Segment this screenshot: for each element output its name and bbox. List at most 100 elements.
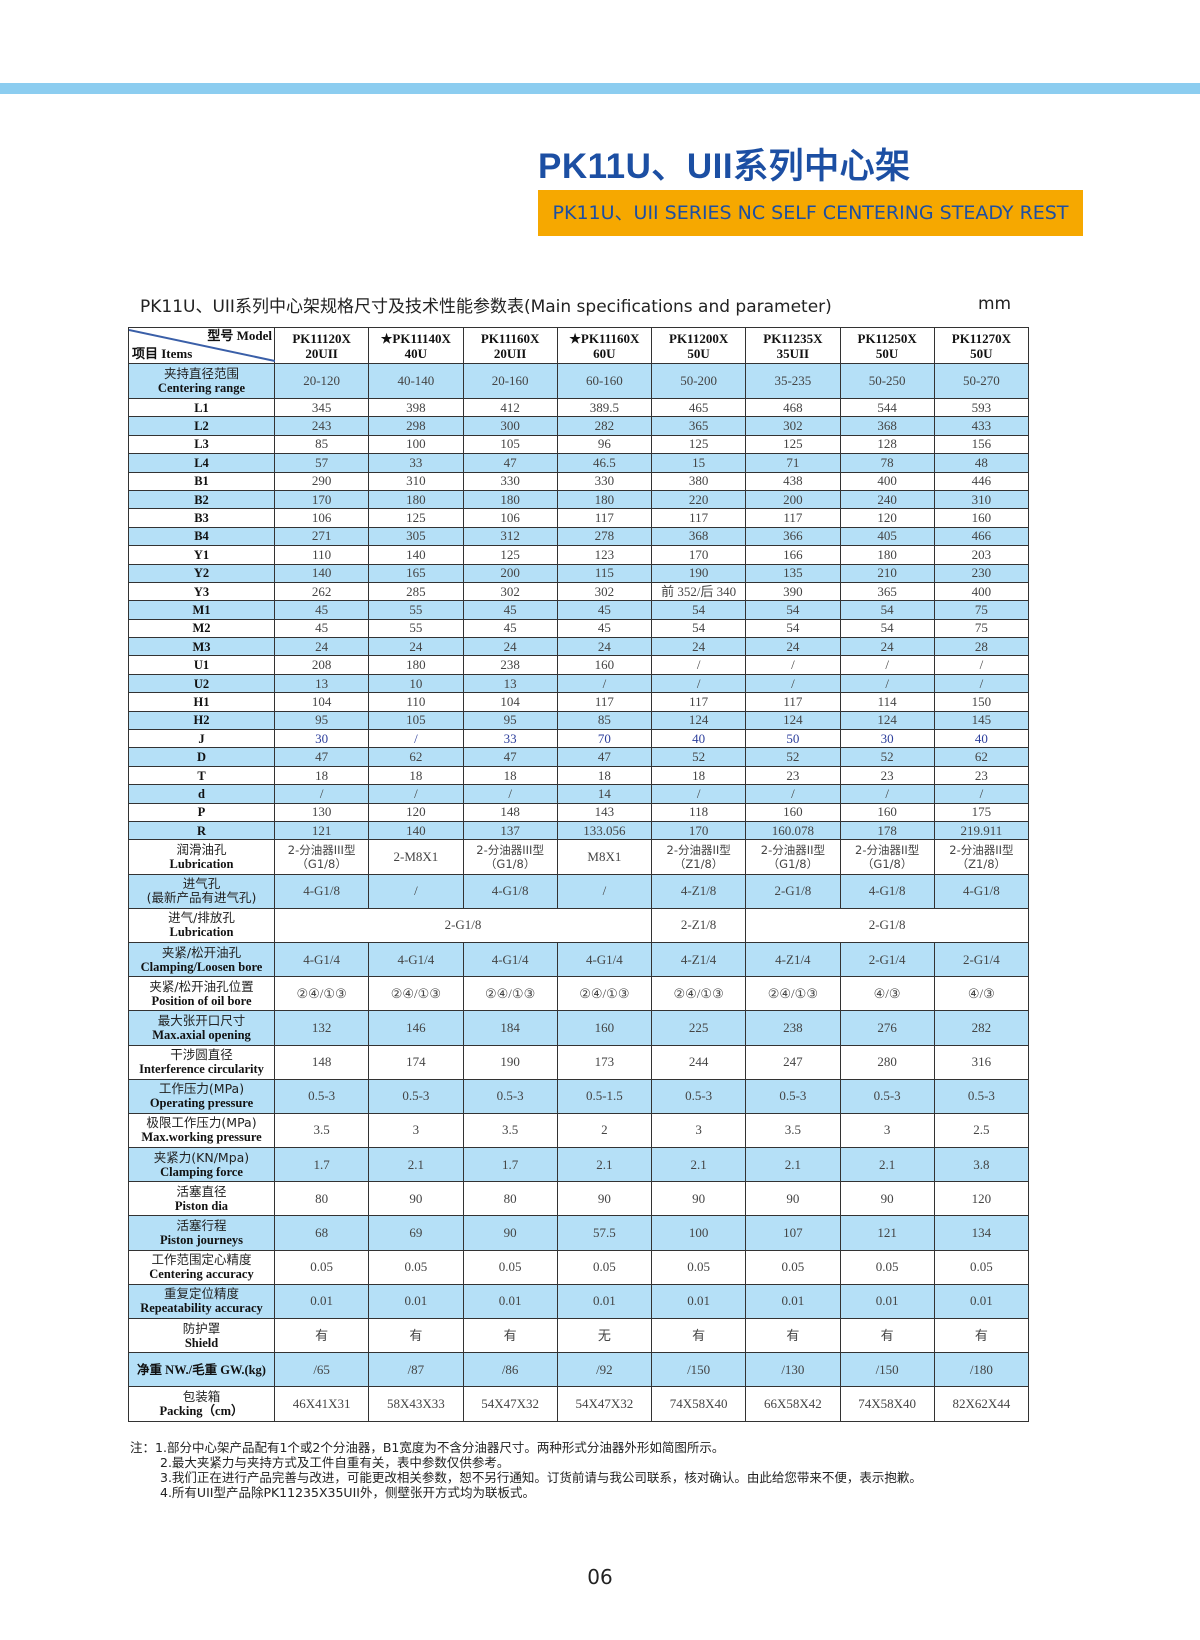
row-label-cell: D — [128, 747, 275, 767]
value-cell: /87 — [368, 1352, 464, 1388]
table-row: 防护罩 Shield 有有有无有有有有 — [128, 1317, 1030, 1354]
table-row: 重复定位精度 Repeatability accuracy 0.01 0.01 0.01… — [128, 1283, 1030, 1320]
row-label-cn: 防护罩 — [182, 1320, 221, 1336]
value-cell: 290 — [273, 471, 370, 491]
value-cell: 46.5 — [556, 453, 653, 473]
value-cell: 105 — [368, 710, 464, 731]
value-cell: 180 — [556, 489, 653, 510]
value-cell: 前 352/后 340 — [650, 581, 747, 602]
table-row: 极限工作压力(MPa) Max.working pressure 3.5 3 3.5 2 3… — [128, 1112, 1030, 1149]
value-cell: 45 — [273, 600, 370, 620]
value-cell: 230 — [933, 563, 1030, 583]
value-cell: 104 — [462, 692, 558, 712]
table-row: D 47 62 47 47 52 52 52 62 — [128, 747, 1030, 767]
model-name-line: PK11200X — [669, 330, 729, 346]
row-label-cn: 夹紧/松开油孔 — [161, 944, 242, 960]
row-label-cn: 工作压力(MPa) — [158, 1081, 245, 1097]
value-cell: 54 — [745, 600, 841, 620]
value-cell: / — [933, 655, 1030, 675]
row-label-cell: 极限工作压力(MPa) Max.working pressure — [128, 1112, 275, 1149]
value-cell: 298 — [368, 416, 464, 436]
value-cell: ②④/①③ — [273, 976, 370, 1012]
value-cell: 47 — [273, 747, 370, 767]
value-cell: 4-G1/4 — [556, 941, 653, 978]
table-row: U1 208 180 238 160// / / — [128, 655, 1030, 675]
value-cell: /130 — [745, 1352, 841, 1388]
row-label-cell: B2 — [128, 489, 275, 510]
value-cell: 398 — [368, 397, 464, 418]
row-label-en: B3 — [194, 511, 209, 526]
row-label-en: L3 — [194, 437, 209, 452]
value-cell: /65 — [273, 1352, 370, 1388]
value-cell: 78 — [839, 453, 935, 473]
value-cell: 75 — [933, 618, 1030, 639]
value-cell: 15 — [650, 453, 747, 473]
model-column-header: PK11250X 50U — [839, 327, 935, 364]
value-cell: 125 — [368, 508, 464, 528]
value-cell: / — [462, 784, 558, 804]
value-cell: 2.1 — [839, 1147, 935, 1183]
value-cell: 80 — [462, 1181, 558, 1217]
value-cell: 389.5 — [556, 397, 653, 418]
table-row: R 121 140 137 133.056 170 160.078 178 219.911 — [128, 820, 1030, 841]
value-cell: 20-120 — [273, 363, 370, 399]
row-label-en: d — [198, 786, 205, 801]
value-cell: 0.01 — [650, 1283, 747, 1320]
value-cell: 24 — [839, 637, 935, 657]
row-label-en: Lubrication — [169, 925, 234, 940]
model-name-line: 40U — [404, 345, 428, 361]
table-row: B4 271 305 312 278 368 366 405 466 — [128, 526, 1030, 547]
value-cell: 0.01 — [933, 1283, 1030, 1320]
table-row: L4 57 33 47 46.5 15 71 78 48 — [128, 453, 1030, 473]
row-label-cell: 夹紧/松开油孔 Clamping/Loosen bore — [128, 941, 275, 978]
value-cell: 95 — [462, 710, 558, 731]
notes-prefix: 注： — [130, 1440, 156, 1455]
value-cell: 0.5-3 — [462, 1078, 558, 1114]
row-label-en: Centering range — [157, 381, 246, 395]
row-label-cell: U2 — [128, 673, 275, 694]
value-cell: 90 — [556, 1181, 653, 1217]
note-item: 1.部分中心架产品配有1个或2个分油器，B1宽度为不含分油器尺寸。两种形式分油器… — [155, 1440, 725, 1455]
value-cell: 2-G1/8 — [745, 907, 1029, 943]
value-cell: 280 — [839, 1044, 935, 1080]
value-cell: 54 — [839, 600, 935, 620]
value-cell: 114 — [839, 692, 935, 712]
value-cell: / — [933, 784, 1030, 804]
value-cell: 366 — [745, 526, 841, 547]
value-cell: M8X1 — [556, 839, 653, 875]
value-cell: 200 — [462, 563, 558, 583]
value-cell: 165 — [368, 563, 464, 583]
row-label-cell: 净重 NW./毛重 GW.(kg) — [128, 1352, 275, 1388]
value-cell: 174 — [368, 1044, 464, 1080]
row-label-cell: Y3 — [128, 581, 275, 602]
value-cell: 18 — [556, 765, 653, 786]
value-cell: 90 — [650, 1181, 747, 1217]
value-cell: 170 — [273, 489, 370, 510]
model-column-header: PK11270X 50U — [933, 327, 1030, 364]
value-cell: 117 — [745, 692, 841, 712]
value-cell: 33 — [462, 729, 558, 749]
value-cell: ②④/①③ — [462, 976, 558, 1012]
value-cell: 58X43X33 — [368, 1386, 464, 1422]
value-cell: 0.05 — [556, 1249, 653, 1285]
value-cell: 50 — [745, 729, 841, 749]
value-cell: 132 — [273, 1010, 370, 1046]
value-cell: 220 — [650, 489, 747, 510]
row-label-en: U2 — [193, 676, 210, 691]
value-cell: 219.911 — [933, 820, 1030, 841]
value-cell: / — [745, 784, 841, 804]
row-label-cell: B1 — [128, 471, 275, 491]
row-label-cell: 夹紧/松开油孔位置 Position of oil bore — [128, 976, 275, 1012]
value-cell: 96 — [556, 434, 653, 455]
model-column-header: ★PK11160X 60U — [556, 327, 653, 364]
table-row: 工作压力(MPa) Operating pressure 0.5-3 0.5-3 0.5… — [128, 1078, 1030, 1114]
value-cell: 125 — [650, 434, 747, 455]
value-cell: 118 — [650, 802, 747, 822]
value-cell: /180 — [933, 1352, 1030, 1388]
value-cell: 133.056 — [556, 820, 653, 841]
value-cell: 166 — [745, 545, 841, 565]
value-cell: 190 — [650, 563, 747, 583]
value-cell: ②④/①③ — [745, 976, 841, 1012]
value-cell: 134 — [933, 1215, 1030, 1251]
value-cell: /150 — [839, 1352, 935, 1388]
